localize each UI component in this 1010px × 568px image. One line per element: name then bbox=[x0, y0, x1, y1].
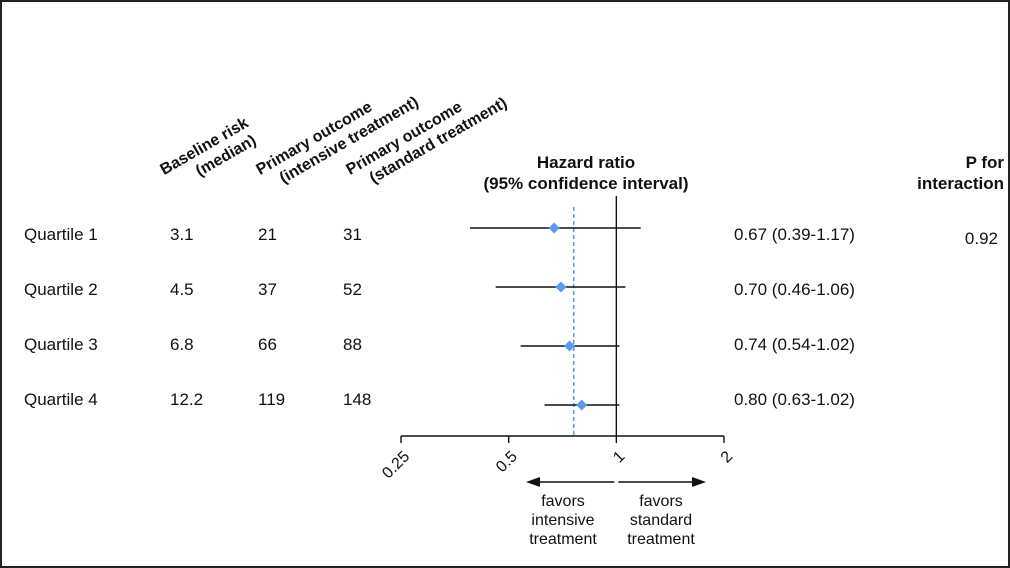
hazard-ratio-marker bbox=[576, 399, 588, 411]
x-tick-label: 1 bbox=[610, 448, 628, 466]
hazard-ci-text: 0.74 (0.54-1.02) bbox=[734, 335, 855, 354]
row-label: Quartile 4 bbox=[24, 390, 98, 409]
intensive-value: 66 bbox=[258, 335, 277, 354]
favors-intensive-line3: treatment bbox=[529, 531, 597, 548]
hazard-ratio-header-line1: Hazard ratio bbox=[536, 153, 636, 172]
favors-intensive-line1: favors bbox=[541, 493, 585, 510]
p-interaction-header-line2: interaction bbox=[917, 174, 1004, 193]
hazard-ratio-marker bbox=[564, 340, 576, 352]
standard-value: 148 bbox=[343, 390, 372, 409]
favors-standard-line3: treatment bbox=[627, 531, 695, 548]
standard-value: 52 bbox=[343, 280, 362, 299]
baseline-value: 3.1 bbox=[170, 225, 194, 244]
p-interaction-header: P for interaction bbox=[917, 152, 1004, 194]
favors-standard-line2: standard bbox=[629, 512, 693, 529]
baseline-value: 4.5 bbox=[170, 280, 194, 299]
hazard-ci-text: 0.67 (0.39-1.17) bbox=[734, 225, 855, 244]
hazard-ratio-marker bbox=[548, 222, 560, 234]
hazard-ratio-marker bbox=[555, 281, 567, 293]
favors-intensive-arrow-head bbox=[526, 477, 540, 487]
standard-value: 31 bbox=[343, 225, 362, 244]
row-label: Quartile 3 bbox=[24, 335, 98, 354]
row-label: Quartile 2 bbox=[24, 280, 98, 299]
standard-value: 88 bbox=[343, 335, 362, 354]
p-interaction-value: 0.92 bbox=[964, 229, 998, 248]
favors-intensive-label: favors intensive treatment bbox=[518, 492, 608, 549]
hazard-ratio-header-line2: (95% confidence interval) bbox=[483, 174, 689, 193]
row-label: Quartile 1 bbox=[24, 225, 98, 244]
baseline-value: 12.2 bbox=[170, 390, 204, 409]
favors-intensive-line2: intensive bbox=[531, 512, 595, 529]
intensive-value: 119 bbox=[258, 390, 286, 409]
hazard-ci-text: 0.80 (0.63-1.02) bbox=[734, 390, 855, 409]
intensive-value: 21 bbox=[258, 225, 277, 244]
intensive-value: 37 bbox=[258, 280, 277, 299]
favors-standard-label: favors standard treatment bbox=[611, 492, 711, 549]
baseline-value: 6.8 bbox=[170, 335, 194, 354]
x-tick-label: 0.25 bbox=[379, 448, 413, 482]
favors-standard-line1: favors bbox=[639, 493, 683, 510]
hazard-ratio-header: Hazard ratio (95% confidence interval) bbox=[456, 152, 716, 194]
favors-standard-arrow-head bbox=[692, 477, 706, 487]
x-tick-label: 2 bbox=[718, 448, 736, 466]
hazard-ci-text: 0.70 (0.46-1.06) bbox=[734, 280, 855, 299]
x-tick-label: 0.5 bbox=[493, 448, 521, 476]
p-interaction-header-line1: P for bbox=[965, 153, 1004, 172]
